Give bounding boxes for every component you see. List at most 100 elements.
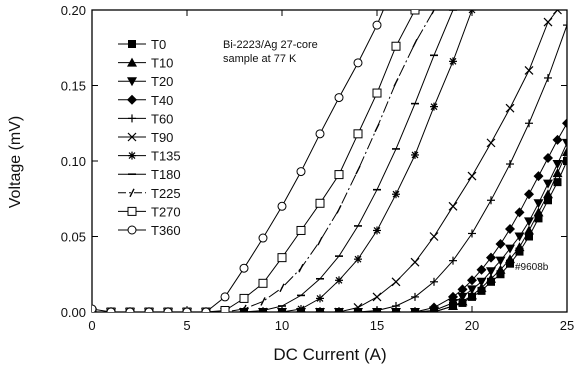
point-t360-4: [163, 307, 173, 312]
point-t40-25: [505, 223, 515, 234]
figure-id-label: #9608b: [515, 262, 549, 273]
point-t90-21: [486, 138, 496, 148]
point-t270-8: [239, 293, 249, 303]
point-t360-8: [239, 263, 249, 273]
point-t20-21: [467, 285, 477, 295]
point-t20-28: [533, 199, 544, 209]
point-t270-7: [220, 305, 230, 312]
point-t0-25: [506, 259, 514, 268]
legend-label-t60: T60: [151, 111, 173, 126]
point-t60-21: [487, 196, 495, 205]
legend-label-t40: T40: [151, 93, 173, 108]
point-t10-29: [543, 189, 553, 199]
point-t360-14: [353, 58, 363, 68]
point-t40-17: [410, 307, 420, 312]
point-t0-28: [534, 214, 543, 223]
legend-marker-t225: [129, 188, 135, 198]
point-t135-18: [430, 102, 438, 111]
point-t10-23: [486, 273, 496, 283]
point-t135-15: [373, 226, 381, 235]
point-t60-12: [316, 308, 324, 312]
point-t10-25: [505, 254, 515, 264]
y-axis-label: Voltage (mV): [7, 116, 24, 208]
point-t270-13: [334, 170, 344, 180]
point-t10-24: [495, 264, 506, 274]
legend-marker-t10: [127, 57, 137, 67]
point-t20-24: [495, 256, 506, 266]
point-t60-16: [392, 301, 400, 310]
x-tick-label-5: 5: [183, 318, 190, 333]
point-t135-12: [316, 294, 324, 303]
point-t20-22: [476, 277, 487, 287]
series-line-t270: [92, 10, 416, 312]
point-t40-18: [429, 302, 439, 312]
point-t135-10: [278, 308, 286, 312]
series-line-t60: [92, 24, 567, 312]
legend-item-t10: T10: [118, 56, 173, 71]
point-t225-16: [393, 78, 399, 87]
point-t360-2: [125, 307, 135, 312]
point-t40-21: [467, 275, 477, 286]
point-t360-12: [315, 129, 325, 139]
point-t0-27: [525, 232, 533, 241]
series-t360: [92, 10, 384, 312]
legend-item-t180: T180: [118, 167, 181, 182]
point-t90-19: [448, 201, 458, 211]
point-t225-11: [298, 263, 304, 273]
point-t225-8: [241, 304, 247, 312]
point-t135-9: [259, 308, 267, 312]
point-t20-19: [448, 298, 458, 308]
point-t60-23: [525, 119, 533, 128]
point-t270-17: [410, 10, 420, 15]
point-t360-5: [182, 307, 192, 312]
point-t90-13: [334, 307, 344, 312]
point-t135-19: [449, 57, 457, 66]
point-t135-13: [335, 276, 343, 285]
legend: T0 T10 T20 T40 T60 T90 T135 T180 T225 T270 T360: [118, 37, 181, 238]
legend-item-t20: T20: [118, 74, 173, 89]
point-t10-22: [476, 282, 487, 292]
point-t135-14: [354, 255, 362, 264]
legend-marker-t360: [127, 225, 137, 235]
point-t270-15: [372, 88, 382, 98]
series-t180: [92, 10, 457, 312]
point-t90-14: [353, 303, 363, 312]
legend-label-t135: T135: [151, 149, 181, 164]
legend-marker-t270: [127, 206, 137, 216]
point-t0-26: [515, 247, 524, 256]
point-t20-27: [524, 217, 534, 227]
point-t60-17: [411, 292, 419, 301]
point-t20-30: [552, 160, 563, 170]
point-t40-29: [543, 152, 553, 163]
point-t360-1: [106, 307, 116, 312]
legend-item-t135: T135: [118, 149, 181, 164]
legend-item-t0: T0: [118, 37, 166, 52]
y-tick-label-4: 0.20: [61, 3, 86, 18]
point-t225-9: [260, 297, 266, 306]
legend-item-t270: T270: [118, 204, 181, 219]
point-t20-20: [457, 292, 468, 302]
point-t40-26: [514, 207, 525, 218]
legend-label-t90: T90: [151, 130, 173, 145]
point-t20-26: [514, 232, 525, 242]
point-t40-19: [448, 291, 458, 302]
legend-item-t225: T225: [118, 186, 181, 201]
point-t40-31: [562, 118, 567, 129]
point-t135-16: [392, 190, 400, 199]
point-t0-31: [563, 157, 567, 165]
legend-label-t10: T10: [151, 56, 173, 71]
point-t20-31: [562, 138, 567, 148]
point-t270-10: [277, 253, 287, 263]
point-t360-7: [220, 292, 230, 302]
point-t135-20: [468, 10, 476, 14]
legend-marker-t90: [127, 132, 137, 142]
legend-item-t60: T60: [118, 111, 173, 126]
point-t135-11: [297, 304, 305, 312]
point-t360-9: [258, 233, 268, 243]
point-t90-20: [467, 171, 477, 181]
x-tick-label-25: 25: [560, 318, 574, 333]
x-axis-label: DC Current (A): [273, 345, 386, 364]
legend-item-t360: T360: [118, 223, 181, 238]
point-t270-16: [391, 41, 401, 51]
